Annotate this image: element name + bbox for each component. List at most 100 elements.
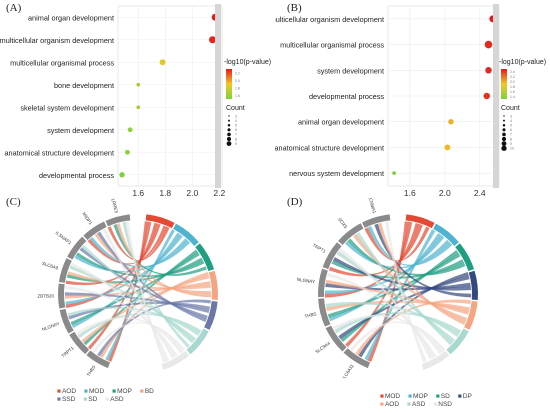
chord-d-gene-label-0: SLC6A11 — [340, 363, 355, 378]
chord-c-legend-swatch-asd: ■ — [105, 396, 110, 403]
plot-a-category-label-6: anatomical structure development — [4, 148, 114, 157]
plot-a-legend-size-dot-0 — [228, 115, 230, 117]
chord-d-gene-arc-6 — [362, 214, 391, 228]
chord-d-legend-item-aod: ■AOD — [380, 401, 403, 408]
plot-b-legend-size-tick-0: 3 — [510, 114, 512, 118]
chord-d-legend-item-nsd: ■NSD — [433, 401, 456, 408]
plot-a-xtick-0: 1.6 — [132, 188, 144, 198]
chord-c-legend-label-sd: SD — [88, 396, 98, 403]
chord-d-legend-item-asd: ■ASD — [407, 401, 429, 408]
plot-a-legend-size-title: Count — [226, 105, 245, 112]
chord-c-legend-swatch-aod: ■ — [57, 388, 61, 395]
chord-c-legend-item-sd: ■SD — [83, 396, 101, 403]
plot-a-category-label-2: multicellular organismal process — [10, 58, 114, 67]
plot-a-legend-size-dot-3 — [227, 128, 231, 132]
plot-a-legend-color-tick-0: 2.2 — [235, 71, 240, 75]
chord-d-gene-label-5: SOX5 — [337, 217, 349, 230]
chord-c-legend-label-bd: BD — [144, 388, 154, 395]
chord-c-ribbon-4-6 — [70, 262, 176, 359]
chord-c-ribbon-7-6 — [125, 221, 167, 363]
plot-a-point-1 — [209, 36, 217, 44]
plot-b-category-label-2: system development — [317, 66, 384, 75]
plot-a-category-label-5: system development — [47, 126, 114, 135]
chord-c-gene-label-0: THBS — [86, 364, 96, 377]
chord-d-legend-item-mop: ■MOP — [408, 393, 432, 400]
plot-b-category-label-5: anatomical structure development — [275, 143, 384, 152]
plot-b-side-strip — [493, 4, 499, 188]
chord-c-term-arc-5 — [186, 328, 209, 355]
dot-plot-a: 1.6 1.8 2.0 2.2 animal organ development mult… — [0, 4, 271, 198]
plot-a-legend-size-dot-4 — [227, 132, 231, 137]
chord-c-ribbon-3-4 — [64, 292, 210, 314]
chord-d-ribbon-6-4 — [377, 222, 466, 326]
plot-a-legend-color-tick-1: 2.0 — [235, 79, 240, 83]
chord-d-gene-arc-3 — [318, 268, 328, 298]
chord-c-term-arc-6 — [161, 350, 190, 370]
chord-c-term-arc-0 — [145, 214, 175, 229]
chord-d-term-arc-2 — [455, 243, 475, 272]
chord-c-legend-item-aod: ■AOD — [57, 388, 80, 395]
chord-c-legend-label-mod: MOD — [88, 388, 105, 395]
chord-d-legend-item-dp: ■DP — [458, 393, 476, 400]
chord-c-ribbon-7-0 — [107, 226, 170, 261]
plot-a-category-label-3: bone development — [54, 81, 114, 90]
plot-b-legend-size-tick-4: 7 — [510, 133, 512, 137]
chord-c-legend-item-bd: ■BD — [140, 388, 158, 395]
chord-d-legend-item-sd: ■SD — [436, 393, 454, 400]
chord-c-ribbon-4-0 — [65, 223, 161, 286]
plot-b-legend-size-dot-0 — [503, 115, 505, 117]
chord-d-gene-label-4: TRPT1 — [312, 242, 327, 254]
chord-d-gene-arc-0 — [343, 348, 371, 369]
chord-d-gene-label-2: THBS — [304, 311, 317, 319]
plot-a-legend-color-tick-2: 1.8 — [235, 86, 240, 90]
plot-b-category-label-4: animal organ development — [298, 118, 384, 127]
plot-b-xtick-2: 2.4 — [474, 188, 486, 198]
plot-b-legend-color-title: -log10(p-value) — [499, 59, 546, 66]
chord-c-gene-label-5: ILSNAP1 — [55, 230, 73, 245]
plot-b-legend-size-tick-1: 4 — [510, 119, 512, 123]
chord-d-ribbon-2-2 — [327, 252, 461, 319]
chord-c-ribbon-2-2 — [70, 252, 200, 326]
chord-d-legend-item-mod: ■MOD — [380, 393, 404, 400]
chord-c-ribbon-3-1 — [65, 234, 183, 306]
plot-a-area — [117, 5, 223, 187]
plot-b-legend-size-dot-3 — [502, 128, 506, 132]
plot-a-xtick-2: 2.0 — [186, 188, 198, 198]
chord-c-gene-label-1: TRPT1 — [61, 345, 76, 358]
chord-c-gene-label-3: ZBTB20 — [37, 293, 54, 298]
chord-c-term-arc-3 — [208, 270, 218, 301]
plot-b-xtick-0: 1.6 — [404, 188, 416, 198]
plot-b-legend-color-tick-2: 2.0 — [510, 80, 515, 84]
plot-b-legend-size-tick-5: 8 — [510, 137, 512, 141]
chord-c-gene-arc-2 — [59, 308, 74, 334]
chord-d-ribbon-3-6 — [326, 272, 437, 359]
chord-legend-d: ■MOD ■MOP ■SD ■DP ■AOD ■ASD ■NSD — [380, 393, 480, 409]
plot-a-legend-size-tick-6: 9 — [235, 142, 237, 146]
chord-c-legend-swatch-mod: ■ — [84, 388, 88, 395]
chord-d-term-arc-3 — [468, 270, 478, 301]
plot-a-category-label-1: multicellular organism development — [0, 36, 114, 45]
chord-d-legend-label-nsd: NSD — [438, 401, 453, 408]
chord-c-gene-arc-1 — [69, 331, 90, 355]
chord-c-legend-item-ssd: ■SSD — [57, 396, 79, 403]
plot-a-legend-size-tick-4: 7 — [235, 133, 237, 137]
chord-d-legend-swatch-dp: ■ — [457, 393, 462, 400]
chord-diagram-c: THBS TRPT1 NLGNAY ZBTB20 SLC6A6 ILSNAP1 MIDP1 L… — [37, 198, 218, 377]
plot-a-legend-size-dot-6 — [226, 141, 232, 146]
plot-b-xtick-1: 2.0 — [439, 188, 451, 198]
chord-d-term-arc-4 — [464, 301, 478, 330]
plot-b-legend-color-tick-4: 1.6 — [510, 90, 515, 94]
plot-b-point-1 — [484, 40, 493, 49]
plot-a-point-5 — [127, 127, 133, 133]
chord-d-gene-arc-4 — [322, 242, 342, 270]
chord-c-legend-label-asd: ASD — [110, 396, 124, 403]
plot-b-legend-size-tick-6: 9 — [510, 142, 512, 146]
chord-d-legend-swatch-asd: ■ — [407, 401, 411, 408]
chord-c-legend-item-mop: ■MOP — [112, 388, 136, 395]
chord-d-ribbon-5-5 — [355, 232, 453, 346]
chord-c-gene-label-4: SLC6A6 — [41, 261, 59, 271]
plot-a-point-4 — [136, 105, 141, 110]
chord-c-gene-arc-0 — [86, 350, 111, 369]
chord-d-ribbon-6-1 — [367, 225, 453, 266]
chord-d-legend-swatch-mop: ■ — [408, 393, 413, 400]
